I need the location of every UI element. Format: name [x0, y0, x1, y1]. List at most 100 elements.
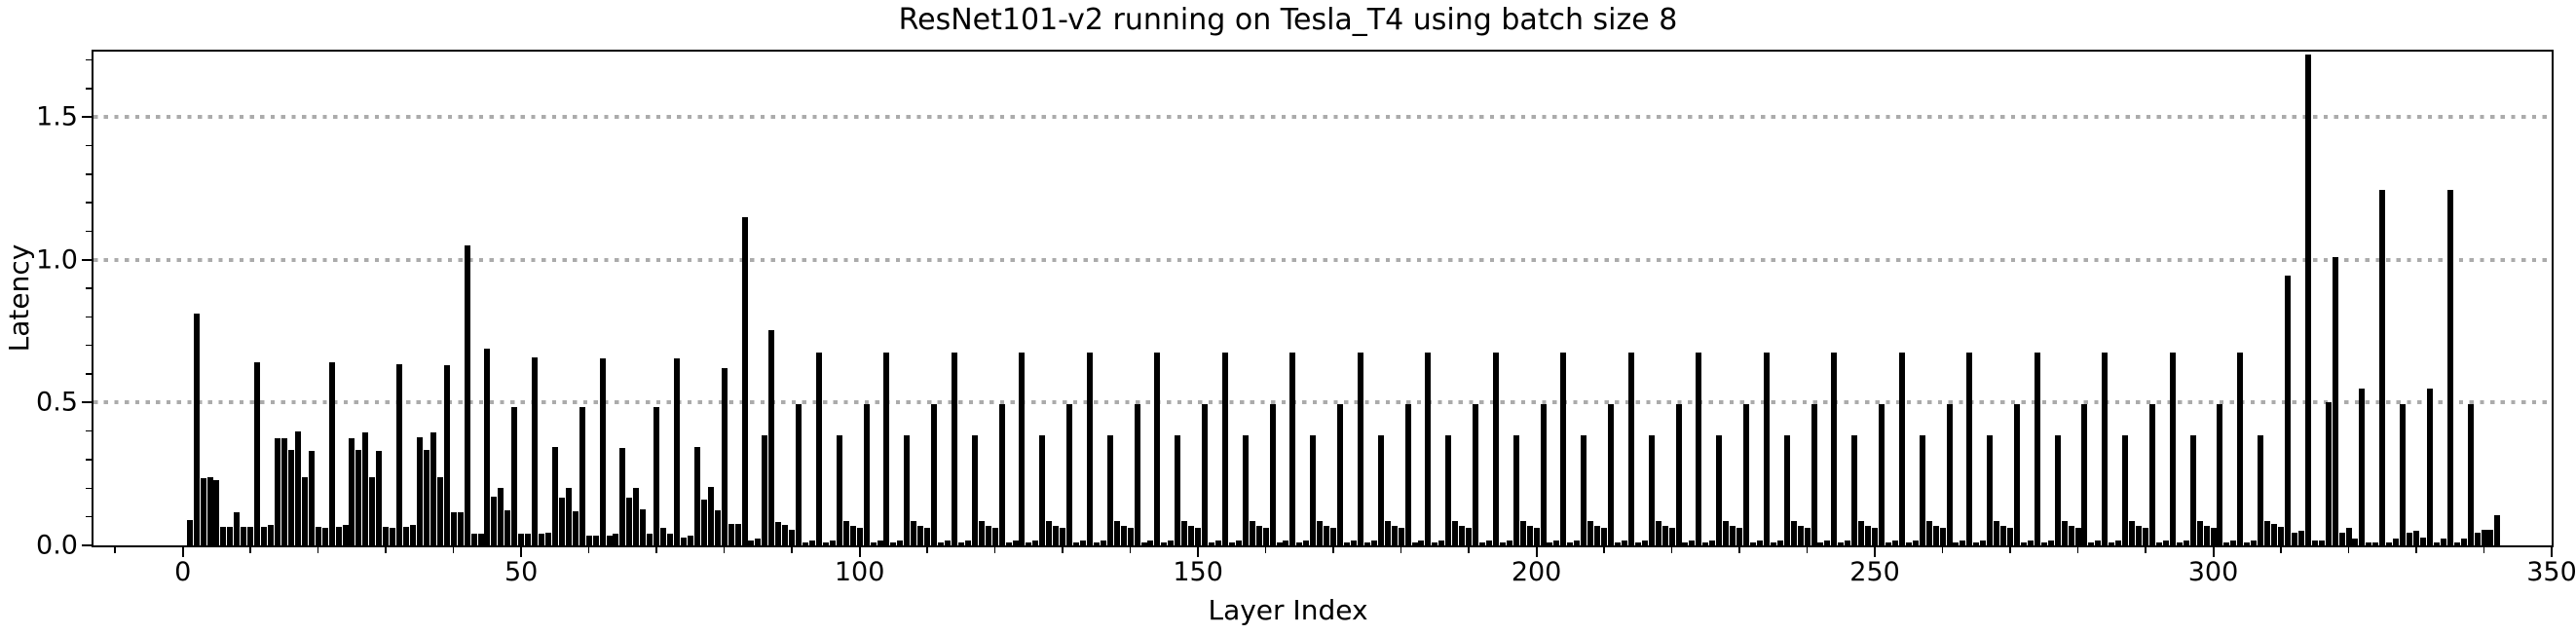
bar-layer-36: [423, 450, 429, 545]
bar-layer-278: [2061, 521, 2068, 545]
bar-layer-220: [1668, 528, 1675, 545]
bar-layer-198: [1519, 521, 1526, 545]
bar-layer-186: [1438, 541, 1445, 545]
bar-layer-252: [1885, 541, 1891, 545]
y-minor-tick-1.6: [86, 88, 92, 90]
bar-layer-151: [1202, 403, 1209, 545]
bar-layer-39: [443, 365, 450, 545]
bar-layer-41: [457, 512, 464, 545]
bar-layer-92: [803, 541, 809, 545]
bar-layer-328: [2400, 404, 2407, 545]
bar-layer-4: [206, 476, 213, 545]
bar-layer-170: [1330, 528, 1337, 545]
bar-layer-267: [1987, 435, 1994, 545]
bar-layer-214: [1627, 353, 1634, 545]
bar-layer-75: [687, 535, 693, 545]
bar-layer-232: [1749, 541, 1756, 545]
bar-layer-304: [2237, 353, 2244, 545]
bar-layer-63: [606, 536, 613, 545]
bar-layer-101: [863, 403, 870, 545]
x-minor-tick-90: [791, 547, 793, 553]
y-major-tick-0: [82, 544, 92, 546]
bar-layer-265: [1973, 541, 1980, 545]
x-minor-tick-120: [993, 547, 996, 553]
x-minor-tick-80: [723, 547, 726, 553]
x-minor-tick-60: [587, 547, 590, 553]
bar-layer-285: [2109, 541, 2115, 545]
bar-layer-91: [796, 403, 803, 545]
bar-layer-137: [1106, 435, 1113, 545]
bar-layer-90: [789, 529, 796, 545]
bar-layer-310: [2278, 526, 2285, 545]
bar-layer-270: [2007, 528, 2014, 545]
bar-layer-40: [450, 512, 457, 545]
bar-layer-3: [200, 478, 206, 545]
bar-layer-264: [1966, 353, 1973, 545]
bar-layer-169: [1324, 526, 1330, 545]
bar-layer-86: [762, 435, 768, 545]
bar-layer-208: [1587, 521, 1594, 545]
bar-layer-236: [1776, 541, 1783, 545]
bar-layer-144: [1154, 353, 1161, 545]
bar-layer-23: [335, 526, 342, 545]
bar-layer-109: [917, 526, 924, 545]
bar-layer-261: [1946, 403, 1953, 545]
bar-layer-130: [1060, 528, 1066, 545]
bar-layer-225: [1702, 541, 1709, 545]
bar-layer-238: [1790, 521, 1797, 545]
bar-layer-125: [1026, 541, 1032, 545]
bar-layer-339: [2474, 533, 2481, 545]
bar-layer-94: [815, 353, 822, 545]
bar-layer-61: [592, 536, 599, 545]
bar-layer-70: [653, 406, 660, 545]
bar-layer-246: [1845, 541, 1851, 545]
bar-layer-284: [2102, 353, 2109, 545]
bar-layer-121: [998, 403, 1005, 545]
bar-layer-281: [2081, 403, 2088, 545]
y-tick-label-1.0: 1.0: [36, 244, 78, 276]
bar-layer-209: [1594, 526, 1601, 545]
bar-layer-25: [349, 438, 355, 545]
bar-layer-171: [1337, 403, 1344, 545]
bar-layer-119: [985, 526, 991, 545]
bar-layer-341: [2487, 529, 2494, 545]
bar-layer-228: [1723, 521, 1730, 545]
y-minor-tick-0.7: [86, 344, 92, 347]
x-minor-tick-70: [655, 547, 657, 553]
bar-layer-118: [978, 521, 985, 545]
plot-area: [93, 52, 2552, 545]
bar-layer-217: [1648, 435, 1655, 545]
bar-layer-87: [768, 329, 775, 545]
bar-layer-124: [1019, 353, 1026, 545]
bar-layer-327: [2393, 539, 2400, 545]
bar-layer-250: [1872, 528, 1879, 545]
bar-layer-289: [2136, 526, 2143, 545]
bar-layer-313: [2297, 531, 2304, 545]
bar-layer-212: [1614, 541, 1621, 545]
bar-layer-153: [1214, 541, 1221, 545]
bar-layer-38: [436, 476, 443, 545]
bar-layer-323: [2366, 541, 2372, 545]
x-major-tick-300: [2212, 547, 2215, 557]
bar-layer-290: [2143, 528, 2149, 545]
bar-layer-319: [2338, 533, 2345, 545]
bar-layer-140: [1127, 528, 1134, 545]
bar-layer-332: [2426, 389, 2433, 545]
bar-layer-291: [2148, 403, 2155, 545]
bar-layer-245: [1838, 541, 1845, 545]
bar-layer-274: [2034, 353, 2040, 545]
bar-layer-239: [1797, 526, 1804, 545]
y-minor-tick-0.8: [86, 316, 92, 318]
bar-layer-301: [2217, 403, 2223, 545]
bar-layer-300: [2210, 528, 2217, 545]
bar-layer-82: [734, 524, 741, 545]
x-axis-title: Layer Index: [1208, 594, 1368, 626]
bar-layer-72: [667, 534, 674, 545]
bar-layer-22: [328, 362, 335, 545]
bar-layer-178: [1384, 521, 1391, 545]
bar-layer-112: [938, 541, 945, 545]
bar-layer-192: [1479, 541, 1485, 545]
x-tick-label-300: 300: [2187, 557, 2239, 587]
bar-layer-221: [1675, 403, 1682, 545]
